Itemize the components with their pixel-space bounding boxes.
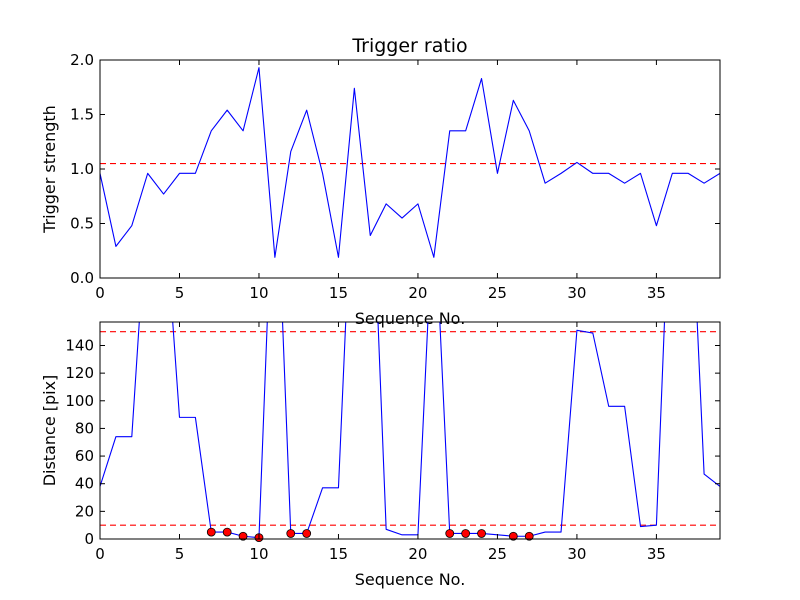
x-tick-label-1-3: 15 [329,545,348,563]
plot-area-0 [100,67,720,258]
y-tick-label-0-0: 0.0 [70,269,94,287]
y-tick-label-1-7: 140 [65,336,94,354]
y-tick-label-0-1: 0.5 [70,215,94,233]
x-axis-label-1: Sequence No. [355,570,466,589]
marker-point-1-7 [461,529,471,538]
y-tick-label-1-0: 0 [84,530,94,548]
marker-point-1-8 [477,529,486,538]
series-line-0-0 [100,67,720,258]
y-tick-label-1-6: 120 [65,364,94,382]
marker-point-1-4 [286,529,296,538]
x-tick-label-0-4: 20 [408,284,427,302]
x-tick-label-1-6: 30 [567,545,586,563]
chart-title-0: Trigger ratio [351,35,467,57]
x-tick-label-0-1: 5 [175,284,185,302]
x-tick-label-0-7: 35 [647,284,666,302]
y-tick-label-1-3: 60 [75,447,94,465]
y-tick-label-1-4: 80 [75,419,94,437]
marker-point-1-6 [445,529,455,538]
x-tick-label-1-1: 5 [175,545,185,563]
y-axis-label-1: Distance [pix] [40,375,59,487]
x-tick-label-1-4: 20 [408,545,427,563]
x-tick-label-0-3: 15 [329,284,348,302]
marker-point-1-10 [524,531,534,541]
marker-point-1-9 [508,531,518,541]
y-tick-label-0-3: 1.5 [70,106,94,124]
x-tick-label-0-0: 0 [95,284,105,302]
x-tick-label-0-6: 30 [567,284,586,302]
y-tick-label-1-1: 20 [75,502,94,520]
y-axis-label-0: Trigger strength [40,105,59,234]
marker-point-1-1 [222,527,232,537]
marker-point-1-0 [206,527,216,537]
marker-point-1-5 [302,529,312,538]
marker-point-1-2 [238,531,248,541]
y-tick-label-1-2: 40 [75,475,94,493]
x-tick-label-1-7: 35 [647,545,666,563]
x-tick-label-1-5: 25 [488,545,507,563]
x-axis-label-0: Sequence No. [355,309,466,328]
y-tick-label-0-2: 1.0 [70,160,94,178]
y-tick-label-1-5: 100 [65,392,94,410]
plot-area-1 [100,322,720,539]
x-tick-label-0-5: 25 [488,284,507,302]
axes-frame-1 [99,321,721,540]
x-tick-label-0-2: 10 [249,284,268,302]
y-tick-label-0-4: 2.0 [70,51,94,69]
series-line-1-0 [100,322,720,539]
x-tick-label-1-2: 10 [249,545,268,563]
x-tick-label-1-0: 0 [95,545,105,563]
